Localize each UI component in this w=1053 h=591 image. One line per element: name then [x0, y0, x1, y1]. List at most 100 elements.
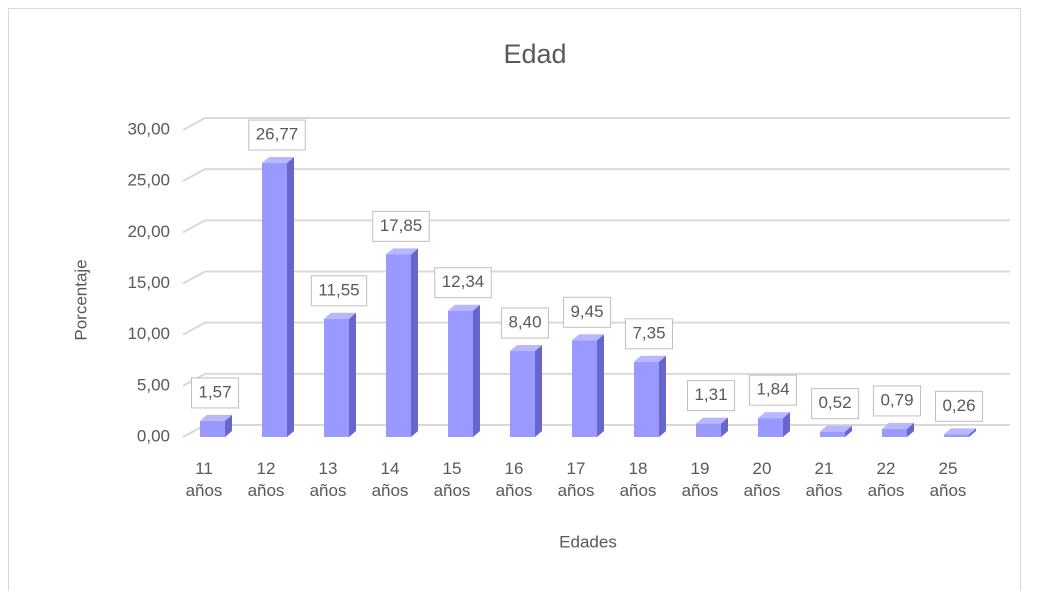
bar-top: [882, 422, 914, 429]
bar-front: [262, 163, 287, 438]
bar-side: [597, 334, 604, 437]
data-label: 1,57: [198, 382, 231, 401]
bar-front: [386, 254, 411, 437]
bar-side: [473, 304, 480, 437]
bar-front: [944, 434, 969, 437]
data-label: 0,79: [880, 390, 913, 409]
x-tick-label: 22 años: [867, 459, 905, 500]
bar-side: [535, 345, 542, 437]
bar-front: [882, 428, 907, 437]
y-tick-label: 5,00: [137, 375, 170, 394]
y-tick-label: 20,00: [127, 222, 170, 241]
bar-side: [349, 312, 356, 437]
bar-top: [324, 312, 356, 319]
data-label-box: [500, 307, 550, 339]
grid-line: [182, 372, 1010, 387]
bar-front: [634, 361, 659, 437]
bar: [882, 422, 914, 437]
bar-top: [200, 414, 232, 421]
bar-top: [696, 417, 728, 424]
bar-side: [411, 248, 418, 437]
bar: [262, 157, 294, 438]
x-tick-label: 17 años: [557, 459, 595, 500]
data-label: 17,85: [380, 216, 423, 235]
bar-top: [634, 355, 666, 362]
bar: [634, 355, 666, 437]
data-label-box: [372, 210, 430, 242]
x-tick-label: 11 años: [185, 459, 223, 500]
data-label-box: [748, 374, 798, 406]
grid-line: [182, 270, 1010, 285]
data-label: 0,52: [818, 393, 851, 412]
grid-line: [182, 219, 1010, 234]
y-tick-label: 25,00: [127, 171, 170, 190]
y-tick-label: 30,00: [127, 119, 170, 138]
bar: [696, 417, 728, 437]
bar-top: [262, 157, 294, 164]
grid-line: [182, 117, 1010, 131]
data-label: 12,34: [442, 272, 485, 291]
data-label-box: [872, 385, 922, 417]
x-tick-label: 13 años: [309, 459, 347, 500]
x-axis-label: Edades: [559, 532, 617, 551]
data-label: 7,35: [632, 323, 665, 342]
bar-front: [758, 418, 783, 437]
bar: [944, 428, 976, 437]
data-label-box: [248, 119, 306, 151]
y-tick-label: 10,00: [127, 324, 170, 343]
bar-side: [225, 414, 232, 437]
bar-top: [572, 334, 604, 341]
data-label: 1,31: [694, 385, 727, 404]
data-label: 11,55: [318, 280, 359, 299]
bar: [572, 334, 604, 437]
bar-top: [386, 248, 418, 255]
data-label-box: [810, 388, 860, 420]
chart-border: [8, 8, 1021, 591]
bar-top: [510, 345, 542, 352]
x-tick-label: 20 años: [743, 459, 781, 500]
x-tick-label: 15 años: [433, 459, 471, 500]
bar-top: [820, 425, 852, 432]
y-tick-label: 0,00: [137, 426, 170, 445]
bar-front: [324, 318, 349, 437]
x-tick-label: 16 años: [495, 459, 533, 500]
bar: [386, 248, 418, 437]
bar-side: [783, 412, 790, 437]
bar-side: [907, 422, 914, 437]
bar-front: [820, 431, 845, 437]
data-label: 26,77: [256, 125, 299, 144]
bar-front: [200, 420, 225, 437]
y-axis-label: Porcentaje: [71, 259, 90, 340]
bar-side: [659, 355, 666, 437]
x-tick-label: 19 años: [681, 459, 719, 500]
bar: [448, 304, 480, 437]
bar: [200, 414, 232, 437]
data-label: 1,84: [756, 380, 789, 399]
data-label: 0,26: [942, 396, 975, 415]
grid-line: [182, 168, 1010, 183]
bar-side: [287, 157, 294, 438]
bar: [820, 425, 852, 437]
bar-front: [510, 351, 535, 437]
data-label-box: [686, 380, 736, 412]
x-tick-label: 18 años: [619, 459, 657, 500]
bar-side: [845, 425, 852, 437]
data-label-box: [190, 377, 240, 409]
data-label-box: [310, 275, 368, 307]
grid-line: [182, 321, 1010, 336]
bar: [324, 312, 356, 437]
bar: [758, 412, 790, 437]
data-label-box: [934, 390, 984, 422]
data-label: 8,40: [508, 313, 541, 332]
bar-top: [758, 412, 790, 419]
data-label-box: [562, 296, 612, 328]
data-label-box: [434, 267, 492, 299]
y-tick-label: 15,00: [127, 273, 170, 292]
bar: [510, 345, 542, 437]
x-tick-label: 25 años: [929, 459, 967, 500]
data-label-box: [624, 318, 674, 350]
bar-front: [696, 423, 721, 437]
x-tick-label: 12 años: [247, 459, 285, 500]
